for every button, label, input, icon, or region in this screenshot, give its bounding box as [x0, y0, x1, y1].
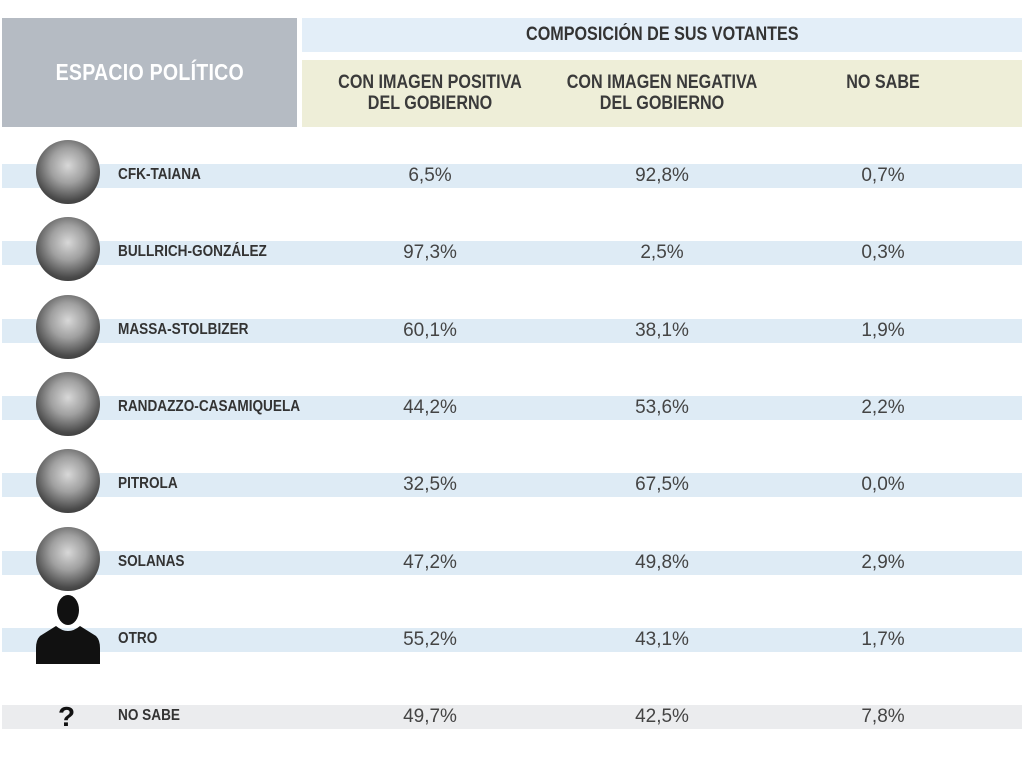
row-bar	[2, 395, 1022, 420]
candidate-photo-icon	[36, 217, 100, 282]
cell-value: 7,8%	[861, 706, 905, 728]
cell-value: 55,2%	[403, 628, 457, 650]
cell-value: 47,2%	[403, 551, 457, 573]
table-row: RANDAZZO-CASAMIQUELA 44,2% 53,6% 2,2%	[0, 371, 1024, 449]
candidate-photo-icon	[36, 449, 100, 514]
cell-value: 92,8%	[635, 165, 689, 186]
cell-value: 32,5%	[403, 474, 457, 496]
party-name: MASSA-STOLBIZER	[118, 320, 249, 338]
header-columns: CON IMAGEN POSITIVA DEL GOBIERNO CON IMA…	[302, 60, 1022, 127]
header-composicion: COMPOSICIÓN DE SUS VOTANTES	[302, 18, 1022, 52]
cell-value: 44,2%	[403, 396, 457, 418]
party-name: NO SABE	[118, 707, 180, 725]
cell-value: 42,5%	[635, 706, 689, 728]
cell-value: 53,6%	[635, 396, 689, 418]
cell-value: 2,5%	[640, 242, 684, 264]
party-name: OTRO	[118, 629, 158, 647]
column-header-negativa: CON IMAGEN NEGATIVA DEL GOBIERNO	[566, 72, 758, 114]
candidate-photo-icon	[36, 294, 100, 359]
party-name: RANDAZZO-CASAMIQUELA	[118, 397, 301, 415]
cell-value: 97,3%	[403, 242, 457, 264]
cell-value: 43,1%	[635, 628, 689, 650]
cell-value: 49,8%	[635, 551, 689, 573]
cell-value: 67,5%	[635, 474, 689, 496]
cell-value: 1,9%	[861, 319, 905, 341]
cell-value: 2,2%	[861, 396, 905, 418]
cell-value: 0,3%	[861, 242, 905, 264]
row-bar	[2, 318, 1022, 343]
cell-value: 49,7%	[403, 706, 457, 728]
person-silhouette-icon	[36, 594, 100, 664]
party-name: PITROLA	[118, 475, 178, 493]
party-name: BULLRICH-GONZÁLEZ	[118, 243, 267, 261]
candidate-photo-icon	[36, 371, 100, 436]
row-bar	[2, 705, 1022, 730]
row-bar	[2, 241, 1022, 266]
cell-value: 60,1%	[403, 319, 457, 341]
cell-value: 0,0%	[861, 474, 905, 496]
header-espacio-politico: ESPACIO POLÍTICO	[2, 18, 297, 127]
cell-value: 38,1%	[635, 319, 689, 341]
party-name: SOLANAS	[118, 552, 185, 570]
table-row: CFK-TAIANA 6,5% 92,8% 0,7%	[0, 140, 1024, 217]
row-bar	[2, 473, 1022, 498]
table-row: MASSA-STOLBIZER 60,1% 38,1% 1,9%	[0, 294, 1024, 372]
cell-value: 1,7%	[861, 628, 905, 650]
table-row: BULLRICH-GONZÁLEZ 97,3% 2,5% 0,3%	[0, 217, 1024, 294]
header-left-label: ESPACIO POLÍTICO	[55, 59, 244, 85]
table-row: ? NO SABE 49,7% 42,5% 7,8%	[0, 681, 1024, 758]
cell-value: 2,9%	[861, 551, 905, 573]
party-name: CFK-TAIANA	[118, 166, 201, 183]
row-bar	[2, 164, 1022, 188]
question-mark-icon: ?	[58, 701, 76, 733]
cell-value: 0,7%	[861, 165, 905, 186]
column-header-no-sabe: NO SABE	[846, 72, 920, 93]
table-row: OTRO 55,2% 43,1% 1,7%	[0, 594, 1024, 681]
row-bar	[2, 627, 1022, 652]
table-row: PITROLA 32,5% 67,5% 0,0%	[0, 449, 1024, 526]
candidate-photo-icon	[36, 140, 100, 204]
header-group-label: COMPOSICIÓN DE SUS VOTANTES	[525, 24, 799, 45]
column-header-positiva: CON IMAGEN POSITIVA DEL GOBIERNO	[338, 72, 522, 114]
table-row: SOLANAS 47,2% 49,8% 2,9%	[0, 526, 1024, 604]
row-bar	[2, 550, 1022, 575]
candidate-photo-icon	[36, 526, 100, 591]
cell-value: 6,5%	[408, 165, 452, 186]
